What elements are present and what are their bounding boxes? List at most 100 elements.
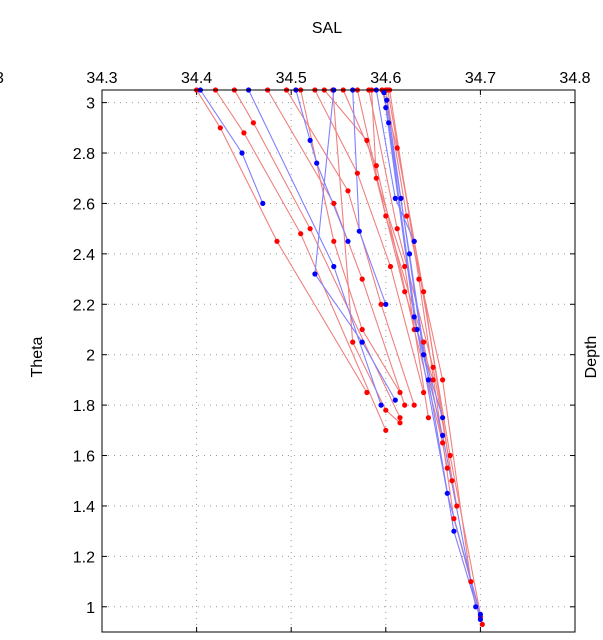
red-data-point [421,289,427,295]
red-profile-line [286,89,415,406]
series-lines [196,89,483,625]
x-tick-labels: 34.3 34.4 34.5 34.6 34.7 34.8 [86,70,590,87]
red-data-point [217,125,223,131]
left-edge-tick-fragment: 3 [0,70,4,87]
red-data-point [479,621,485,628]
red-data-point [397,420,403,426]
blue-data-point [477,616,483,623]
red-data-point [250,120,256,126]
blue-data-point [314,160,320,166]
blue-data-point [392,195,398,201]
blue-data-point [444,490,450,496]
red-data-point [404,213,410,219]
y-tick-label: 2.4 [73,247,95,264]
blue-data-point [378,402,384,408]
red-data-point [449,478,455,484]
red-data-point [444,465,450,471]
red-data-point [394,226,400,232]
x-tick-label: 34.4 [181,70,212,87]
plot-frame [101,89,576,633]
red-data-point [468,579,474,585]
y-tick-label: 2.8 [73,146,95,163]
blue-profile-line [386,100,444,418]
y-tick-label: 2.6 [73,196,95,213]
red-profile-line [332,89,401,424]
blue-profile-line [314,89,396,401]
red-profile-line [385,89,472,582]
red-data-point [421,339,427,345]
red-data-point [451,516,457,522]
red-profile-line [371,89,429,418]
red-data-point [430,364,436,370]
red-data-point [359,276,365,282]
red-data-point [364,137,370,143]
blue-data-point [440,415,446,421]
red-data-point [421,389,427,396]
red-profile-line [196,89,368,393]
red-data-point [447,452,453,459]
red-data-point [440,377,446,383]
red-data-point [394,145,400,151]
blue-data-point [414,326,420,333]
x-tick-label: 34.6 [370,70,401,87]
blue-data-point [386,120,392,126]
red-data-point [425,415,431,421]
blue-data-point [406,251,413,257]
red-data-point [416,276,422,282]
red-data-point [411,402,417,408]
x-tick-label: 34.7 [465,70,496,87]
x-tick-label: 34.8 [559,70,590,87]
red-profile-line [233,89,401,418]
blue-data-point [307,137,313,143]
y-tick-label: 1.4 [73,499,95,516]
red-data-point [383,213,389,219]
red-profile-line [389,89,481,618]
y-tick-label: 1.2 [73,549,95,566]
red-data-point [350,339,356,345]
red-data-point [298,231,304,237]
red-data-point [430,377,436,383]
red-data-point [373,163,379,169]
blue-data-point [451,528,457,534]
blue-data-point [473,604,479,610]
red-data-point [345,188,351,194]
red-data-point [331,200,337,206]
blue-profile-line [385,107,477,607]
red-data-point [402,289,408,295]
red-data-point [387,263,394,270]
red-data-point [364,389,370,396]
y-tick-label: 1 [86,600,95,617]
blue-data-point [421,352,427,358]
red-data-point [307,226,313,232]
red-data-point [331,238,337,244]
blue-data-point [331,263,337,270]
red-data-point [454,503,460,509]
red-data-point [397,415,403,421]
blue-data-point [392,397,398,403]
x-tick-label: 34.5 [276,70,307,87]
blue-data-point [425,377,431,383]
blue-data-point [477,611,483,618]
blue-data-point [356,228,362,234]
blue-data-point [345,238,351,244]
y-axis-title: Theta [29,336,46,377]
red-data-point [383,407,389,413]
blue-data-point [381,89,387,96]
red-data-point [274,238,280,244]
red-data-point [241,130,247,136]
red-data-point [359,326,365,333]
red-data-point [397,389,403,396]
blue-data-point [312,271,318,277]
blue-data-point [383,301,389,307]
y-tick-label: 2 [86,348,95,365]
blue-data-point [411,314,417,320]
side-axis-title: Depth [583,336,600,379]
blue-data-point [383,105,389,111]
x-tick-label: 34.3 [86,70,117,87]
red-data-point [402,402,408,408]
grid [101,90,576,632]
blue-data-point [411,238,417,244]
blue-data-point [260,200,266,206]
blue-profile-line [295,89,349,242]
